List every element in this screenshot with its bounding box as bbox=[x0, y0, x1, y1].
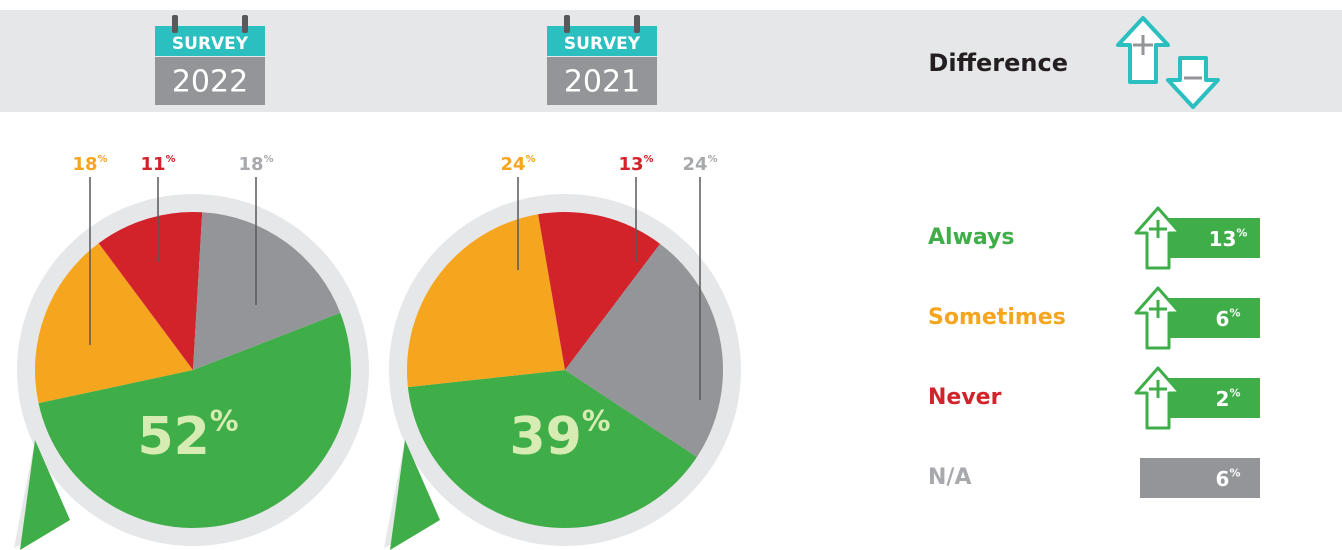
survey-year: 2021 bbox=[564, 65, 640, 100]
difference-label: 6% bbox=[1216, 466, 1241, 490]
big-value-label: 39% bbox=[509, 404, 610, 467]
calendar-icon bbox=[155, 15, 265, 105]
pie-slice bbox=[38, 312, 351, 528]
category-label: Never bbox=[928, 385, 1002, 410]
big-value-label: 52% bbox=[137, 404, 238, 467]
value-label: 24% bbox=[683, 154, 718, 175]
difference-box bbox=[1140, 458, 1260, 498]
value-label: 24% bbox=[501, 154, 536, 175]
pie-slice bbox=[34, 243, 193, 404]
difference-label: 6% bbox=[1216, 306, 1241, 330]
calendar-icon bbox=[547, 15, 657, 105]
pie-slice bbox=[565, 243, 724, 457]
category-label: Sometimes bbox=[928, 305, 1066, 330]
difference-heading: Difference bbox=[928, 49, 1068, 77]
survey-label: SURVEY bbox=[564, 34, 641, 54]
difference-label: 2% bbox=[1216, 386, 1241, 410]
pie-slice bbox=[538, 211, 661, 370]
pie-slice bbox=[193, 212, 341, 370]
category-label: Always bbox=[928, 225, 1015, 250]
survey-label: SURVEY bbox=[172, 34, 249, 54]
category-label: N/A bbox=[928, 465, 971, 490]
difference-label: 13% bbox=[1209, 226, 1248, 250]
survey-year: 2022 bbox=[172, 65, 248, 100]
bubble-tail bbox=[390, 440, 440, 550]
value-label: 18% bbox=[239, 154, 274, 175]
value-label: 11% bbox=[141, 154, 176, 175]
difference-icon bbox=[1116, 16, 1220, 109]
value-label: 18% bbox=[73, 154, 108, 175]
pie-slice bbox=[407, 214, 565, 388]
bubble-tail bbox=[20, 440, 70, 550]
pie-slice bbox=[407, 370, 697, 529]
pie-slice bbox=[98, 212, 203, 370]
value-label: 13% bbox=[619, 154, 654, 175]
